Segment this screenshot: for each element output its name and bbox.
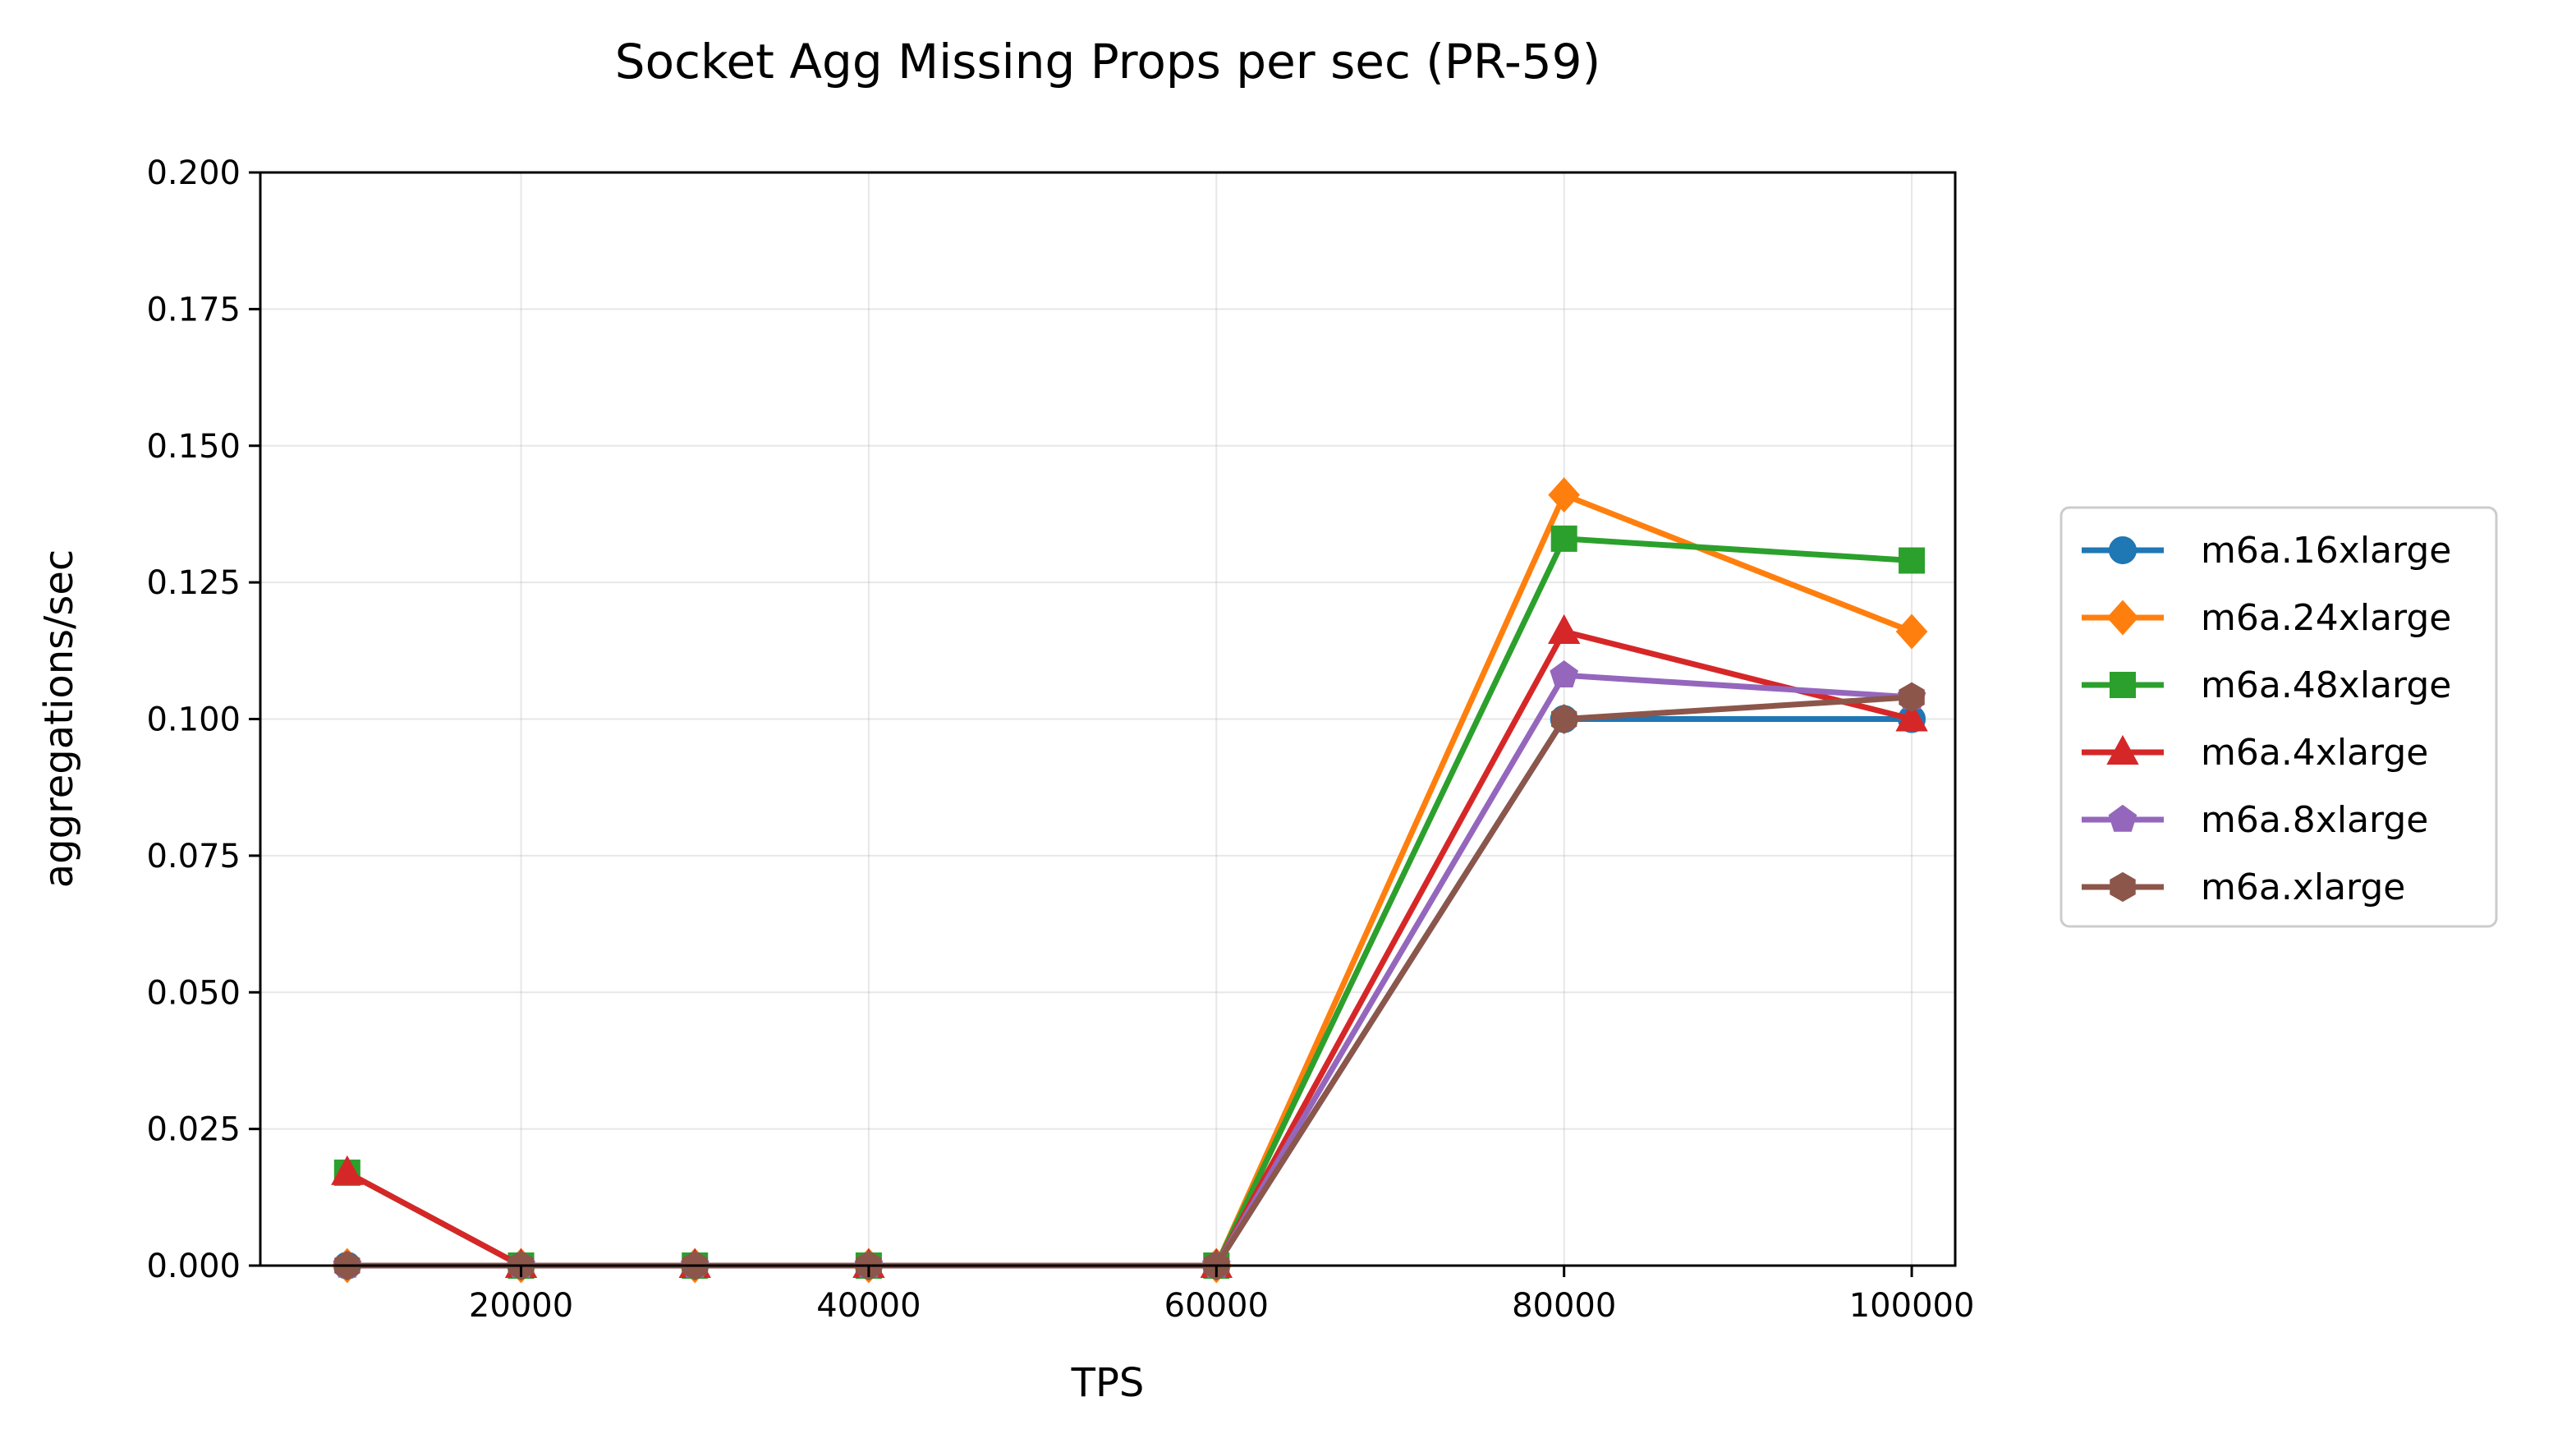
series-line <box>344 694 1915 1269</box>
legend-label: m6a.4xlarge <box>2201 732 2428 774</box>
data-point <box>1548 614 1581 645</box>
legend-item: m6a.4xlarge <box>2082 732 2428 774</box>
x-tick-label: 20000 <box>469 1287 573 1325</box>
y-tick-label: 0.050 <box>146 974 241 1012</box>
data-point <box>1895 701 1928 732</box>
legend-marker <box>2106 600 2139 636</box>
y-tick-label: 0.125 <box>146 564 241 602</box>
legend-frame <box>2059 506 2498 928</box>
legend-label: m6a.xlarge <box>2201 866 2405 908</box>
series-m6a-48xlarge <box>333 525 1926 1279</box>
y-tick-label: 0.100 <box>146 701 241 739</box>
y-tick-label: 0.175 <box>146 291 241 329</box>
legend-marker <box>2110 871 2136 903</box>
legend-item: m6a.24xlarge <box>2082 597 2451 639</box>
y-tick-label: 0.075 <box>146 838 241 875</box>
legend-item: m6a.48xlarge <box>2082 664 2451 706</box>
y-tick-label: 0.000 <box>146 1248 241 1285</box>
series-line <box>343 628 1916 1269</box>
legend-label: m6a.8xlarge <box>2201 799 2428 841</box>
y-axis-label: aggregations/sec <box>36 549 82 889</box>
data-point <box>1899 682 1925 713</box>
series-line <box>344 492 1916 1269</box>
data-point <box>1548 477 1581 513</box>
chart-title: Socket Agg Missing Props per sec (PR-59) <box>615 34 1600 90</box>
legend-item: m6a.16xlarge <box>2082 530 2451 572</box>
legend-marker <box>2110 672 2136 698</box>
data-point <box>1550 525 1577 552</box>
legend-marker <box>2108 804 2137 832</box>
x-tick-label: 80000 <box>1512 1287 1616 1325</box>
legend: m6a.16xlarge m6a.24xlarge m6a.48xlarge m6a.… <box>2059 506 2498 928</box>
data-point <box>1899 547 1926 574</box>
legend-marker <box>2109 536 2137 564</box>
data-point <box>331 1155 364 1185</box>
data-point <box>1550 704 1577 734</box>
y-tick-label: 0.150 <box>146 428 241 466</box>
y-tick-label: 0.200 <box>146 154 241 192</box>
series-line <box>344 672 1915 1269</box>
legend-label: m6a.24xlarge <box>2201 597 2451 639</box>
y-tick-label: 0.025 <box>146 1111 241 1149</box>
legend-marker <box>2106 734 2139 765</box>
x-tick-label: 100000 <box>1849 1287 1975 1325</box>
series-m6a-24xlarge <box>331 477 1928 1284</box>
legend-item: m6a.xlarge <box>2082 866 2405 908</box>
legend-label: m6a.16xlarge <box>2201 530 2451 572</box>
series-m6a-8xlarge <box>333 660 1926 1278</box>
data-point <box>1895 614 1928 650</box>
legend-item: m6a.8xlarge <box>2082 799 2428 841</box>
data-point <box>1550 660 1579 688</box>
x-axis-label: TPS <box>1071 1360 1145 1406</box>
series-line <box>343 535 1915 1269</box>
series-m6a-xlarge <box>334 682 1925 1281</box>
legend-label: m6a.48xlarge <box>2201 664 2451 706</box>
series-m6a-4xlarge <box>331 614 1928 1278</box>
x-tick-label: 60000 <box>1164 1287 1269 1325</box>
x-axis: 20000 40000 60000 80000 100000 <box>469 1266 1975 1325</box>
x-tick-label: 40000 <box>816 1287 921 1325</box>
y-axis: 0.000 0.025 0.050 0.075 0.100 0.125 0.150 0.175… <box>146 154 260 1285</box>
series-group <box>331 477 1928 1284</box>
